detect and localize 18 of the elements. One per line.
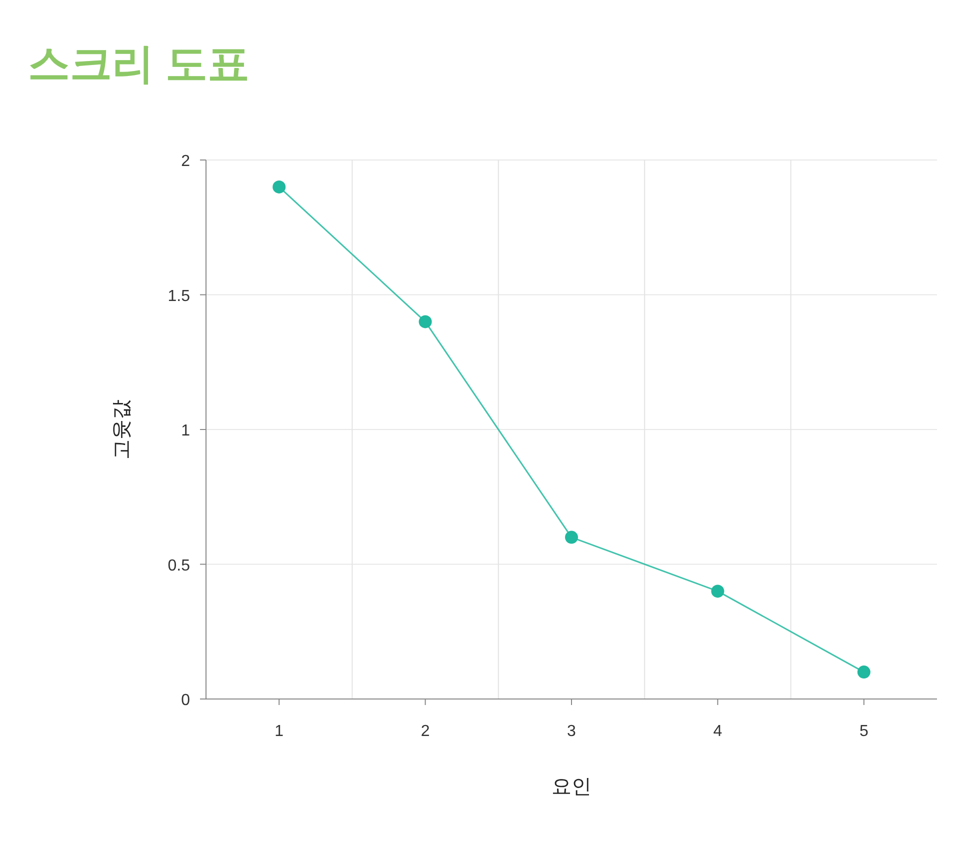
x-tick-label: 5 — [859, 723, 868, 740]
point — [711, 584, 724, 598]
point — [857, 666, 870, 679]
y-tick-label: 0.5 — [168, 557, 190, 574]
x-tick-label: 1 — [274, 723, 284, 740]
point — [418, 315, 432, 328]
y-tick-label: 1 — [181, 422, 190, 440]
point — [565, 530, 578, 544]
y-tick-label: 1.5 — [168, 288, 190, 305]
y-tick-label: 0 — [181, 692, 190, 709]
x-tick-label: 3 — [567, 723, 576, 740]
x-axis-title: 요인 — [552, 776, 592, 798]
y-axis-title: 고윳값 — [111, 400, 133, 460]
x-tick-label: 2 — [420, 723, 430, 740]
chart-title: 스크리 도표 — [28, 40, 250, 87]
x-tick-label: 4 — [713, 723, 722, 740]
point — [272, 180, 286, 194]
y-tick-label: 2 — [181, 153, 190, 170]
